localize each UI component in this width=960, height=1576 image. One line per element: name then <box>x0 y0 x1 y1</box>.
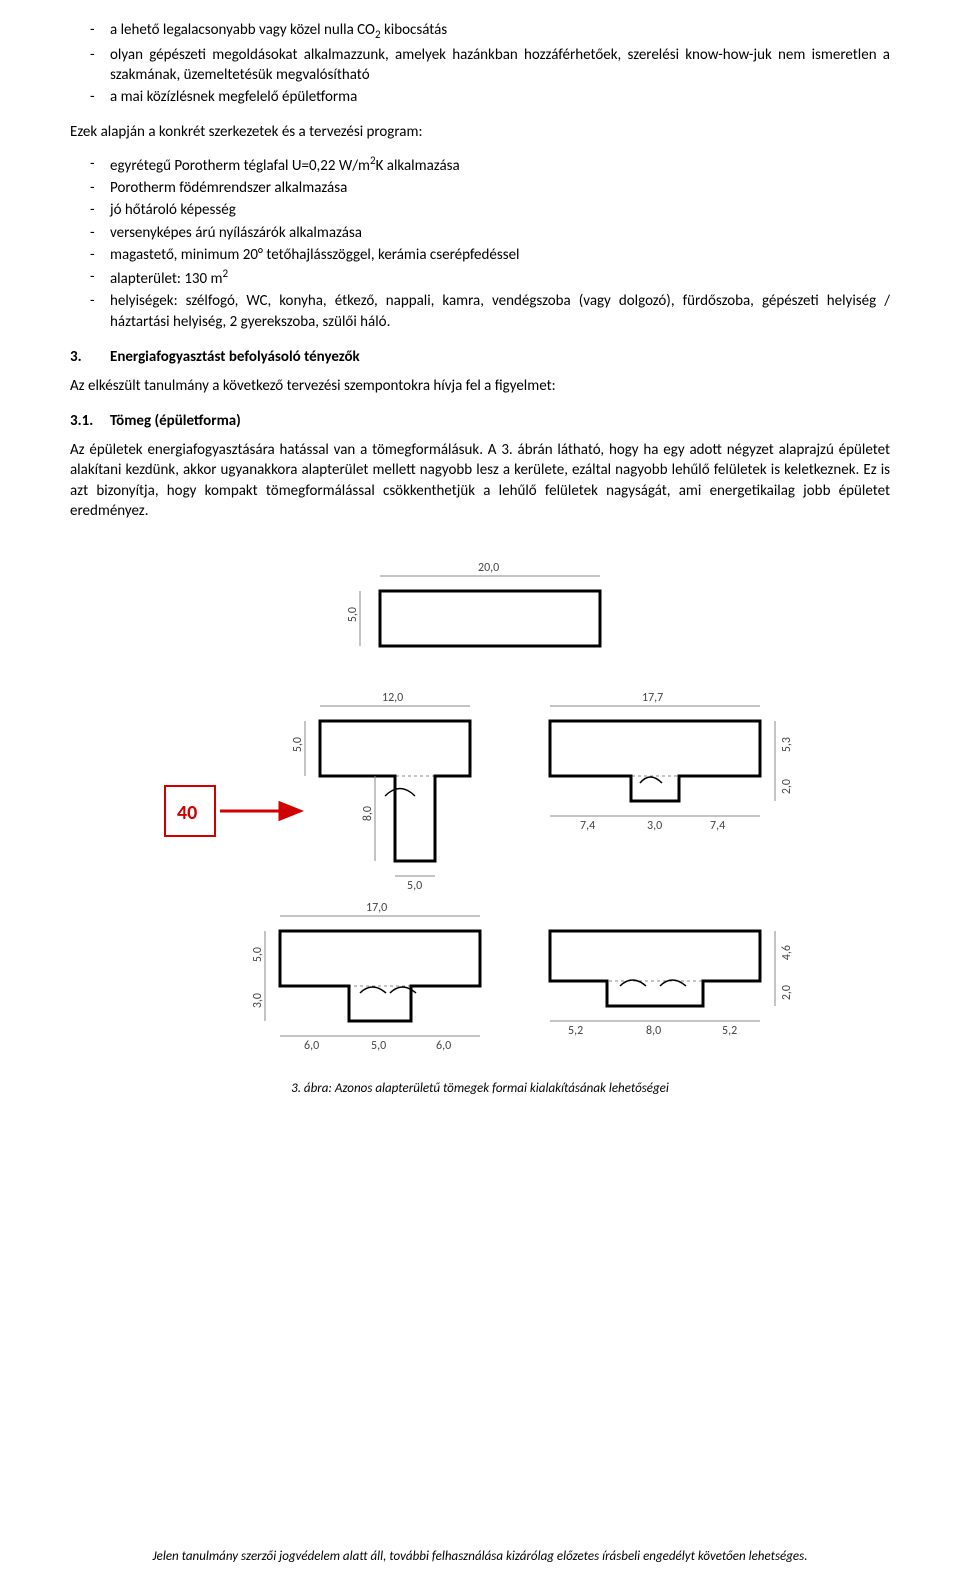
dim-label: 5,2 <box>568 1024 583 1038</box>
bullet: egyrétegű Porotherm téglafal U=0,22 W/m2… <box>70 154 890 176</box>
dim-label: 5,0 <box>346 607 360 622</box>
shape-mid-left-t <box>305 706 470 876</box>
dim-label: 7,4 <box>710 819 725 833</box>
bullet: versenyképes árú nyílászárók alkalmazása <box>70 223 890 243</box>
bullet-text: a mai közízlésnek megfelelő épületforma <box>110 88 357 106</box>
heading-3: 3.Energiafogyasztást befolyásoló tényező… <box>70 348 890 366</box>
bullet: Porotherm födémrendszer alkalmazása <box>70 178 890 198</box>
dim-label: 3,0 <box>251 993 265 1008</box>
figure-3: 40 <box>70 561 890 1096</box>
bullet-text: jó hőtároló képesség <box>110 201 236 219</box>
dim-label: 5,0 <box>251 947 265 962</box>
bullets-top: a lehető legalacsonyabb vagy közel nulla… <box>70 20 890 108</box>
dim-label: 5,0 <box>407 879 422 893</box>
bullet: helyiségek: szélfogó, WC, konyha, étkező… <box>70 291 890 332</box>
footer: Jelen tanulmány szerzői jogvédelem alatt… <box>0 1549 960 1564</box>
dim-label: 2,0 <box>780 779 794 794</box>
shape-bot-left-t <box>265 916 480 1036</box>
heading-number: 3. <box>70 348 110 366</box>
heading-title: Tömeg (épületforma) <box>110 412 241 430</box>
bullet: a lehető legalacsonyabb vagy közel nulla… <box>70 20 890 43</box>
bullet: olyan gépészeti megoldásokat alkalmazzun… <box>70 45 890 86</box>
bullet-text: helyiségek: szélfogó, WC, konyha, étkező… <box>110 292 890 330</box>
dim-label: 2,0 <box>780 985 794 1000</box>
diagram-svg: 40 <box>160 561 800 1061</box>
page: a lehető legalacsonyabb vagy közel nulla… <box>0 0 960 1576</box>
dim-label: 12,0 <box>382 691 403 705</box>
bullet-text: olyan gépészeti megoldásokat alkalmazzun… <box>110 46 890 84</box>
shape-bot-right-t <box>550 931 775 1021</box>
heading-title: Energiafogyasztást befolyásoló tényezők <box>110 348 360 366</box>
legend-value: 40 <box>177 801 197 825</box>
dim-label: 17,0 <box>366 901 387 915</box>
dim-label: 8,0 <box>646 1024 661 1038</box>
figure-caption: 3. ábra: Azonos alapterületű tömegek for… <box>70 1081 890 1096</box>
bullet-text: Porotherm födémrendszer alkalmazása <box>110 179 347 197</box>
shape-mid-right-t <box>550 706 775 816</box>
heading-number: 3.1. <box>70 412 110 430</box>
dim-label: 6,0 <box>304 1039 319 1053</box>
after-h3: Az elkészült tanulmány a következő terve… <box>70 376 890 396</box>
lead-paragraph: Ezek alapján a konkrét szerkezetek és a … <box>70 122 890 142</box>
dim-label: 4,6 <box>780 945 794 960</box>
bullet-text: alapterület: 130 m2 <box>110 270 228 288</box>
bullet-text: magastető, minimum 20° tetőhajlásszöggel… <box>110 246 519 264</box>
dim-label: 5,0 <box>371 1039 386 1053</box>
bullet: alapterület: 130 m2 <box>70 267 890 289</box>
para-3-1: Az épületek energiafogyasztására hatássa… <box>70 440 890 521</box>
bullet-text: a lehető legalacsonyabb vagy közel nulla… <box>110 21 447 39</box>
dim-label: 8,0 <box>361 806 375 821</box>
dim-label: 5,2 <box>722 1024 737 1038</box>
arrow-head-icon <box>280 803 300 819</box>
dim-label: 5,0 <box>291 737 305 752</box>
dim-label: 7,4 <box>580 819 595 833</box>
dim-label: 17,7 <box>642 691 663 705</box>
bullet-text: egyrétegű Porotherm téglafal U=0,22 W/m2… <box>110 157 460 175</box>
bullet: a mai közízlésnek megfelelő épületforma <box>70 87 890 107</box>
dim-label: 5,3 <box>780 737 794 752</box>
dim-label: 6,0 <box>436 1039 451 1053</box>
bullet: jó hőtároló képesség <box>70 200 890 220</box>
diagram: 40 <box>160 561 800 1061</box>
bullet: magastető, minimum 20° tetőhajlásszöggel… <box>70 245 890 265</box>
bullet-text: versenyképes árú nyílászárók alkalmazása <box>110 224 362 242</box>
heading-3-1: 3.1.Tömeg (épületforma) <box>70 412 890 430</box>
shape-top-rect <box>360 576 600 646</box>
dim-label: 3,0 <box>647 819 662 833</box>
bullets-program: egyrétegű Porotherm téglafal U=0,22 W/m2… <box>70 154 890 332</box>
dim-label: 20,0 <box>478 561 499 575</box>
